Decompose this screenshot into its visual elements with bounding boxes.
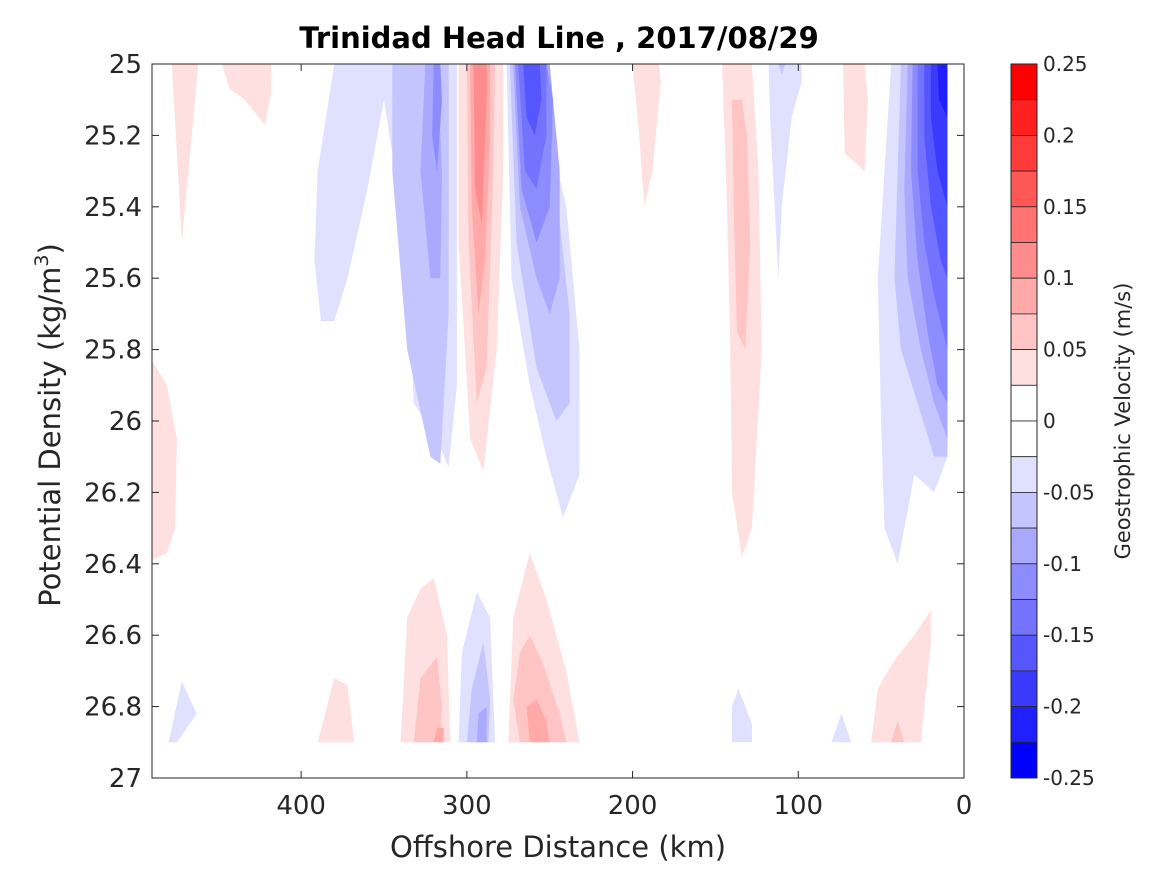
contour-region-neg-75-bottom — [831, 713, 852, 743]
colorbar-level — [1010, 384, 1038, 422]
colorbar-level — [1010, 741, 1038, 779]
contour-region-pos-130-mid — [732, 99, 751, 350]
y-tick-label: 26 — [109, 407, 142, 437]
x-tick-label: 400 — [276, 791, 326, 821]
y-tick-label: 26.6 — [84, 621, 142, 651]
y-tick-label: 25.6 — [84, 264, 142, 294]
colorbar-tick-label: 0.25 — [1043, 52, 1088, 76]
colorbar-tick-label: 0 — [1043, 409, 1056, 433]
contour-region-pos-190 — [632, 64, 661, 207]
contour-region-pos-320-mid — [413, 656, 442, 743]
colorbar-title: Geostrophic Velocity (m/s) — [1111, 283, 1135, 560]
colorbar-level — [1010, 670, 1038, 708]
x-tick-label: 100 — [773, 791, 823, 821]
colorbar-level — [1010, 277, 1038, 315]
contour-region-neg-right-core — [937, 64, 948, 118]
colorbar-level — [1010, 634, 1038, 672]
x-tick-label: 300 — [442, 791, 492, 821]
contour-region-pos-470-spike — [171, 64, 199, 243]
y-tick-label: 25.2 — [84, 121, 142, 151]
colorbar-level — [1010, 563, 1038, 600]
colorbar-level — [1010, 170, 1038, 208]
colorbar-level — [1010, 491, 1038, 529]
y-axis-title-superscript: 3 — [31, 254, 53, 266]
colorbar-tick-label: 0.15 — [1043, 195, 1088, 219]
contour-region-neg-110-dot — [778, 64, 785, 75]
contour-region-neg-110 — [768, 64, 802, 279]
x-tick-label: 200 — [608, 791, 658, 821]
colorbar-tick-label: -0.15 — [1043, 623, 1095, 647]
y-tick-label: 25 — [109, 50, 142, 80]
colorbar-level — [1010, 242, 1038, 279]
x-axis: 400 300 200 100 0 — [276, 64, 972, 821]
colorbar-level — [1010, 63, 1038, 101]
colorbar-tick-label: -0.25 — [1043, 766, 1095, 790]
contour-region-pos-40-bottom-core — [891, 720, 905, 743]
contour-region-pos-left-edge — [152, 360, 177, 561]
colorbar-tick-label: 0.2 — [1043, 123, 1075, 147]
colorbar: -0.25 -0.2 -0.15 -0.1 -0.05 0 0.05 0.1 0.15 0.2 0.… — [1010, 52, 1095, 790]
contour-region-pos-430 — [221, 64, 272, 125]
contour-regions — [152, 64, 948, 743]
colorbar-tick-label: 0.05 — [1043, 338, 1088, 362]
colorbar-level — [1010, 206, 1038, 243]
colorbar-tick-label: -0.1 — [1043, 552, 1082, 576]
colorbar-tick-label: -0.05 — [1043, 480, 1095, 504]
colorbar-tick-label: 0.1 — [1043, 266, 1075, 290]
contour-region-pos-255-bottom-mid — [513, 635, 567, 743]
colorbar-frame — [1010, 63, 1038, 779]
y-tick-label: 25.8 — [84, 336, 142, 366]
contour-region-neg-470-bottom — [168, 681, 197, 743]
contour-region-neg-290-bottom-core — [476, 706, 487, 743]
y-axis-title-main: Potential Density (kg/m — [33, 267, 67, 607]
y-axis-title: Potential Density (kg/m3) — [31, 243, 67, 607]
y-axis: 25 25.2 25.4 25.6 25.8 26 26.2 26.4 26.6 26.8 27 — [84, 50, 964, 794]
colorbar-level — [1010, 134, 1038, 172]
colorbar-level — [1010, 420, 1038, 458]
contour-region-pos-320-core — [433, 728, 444, 743]
colorbar-tick-label: -0.2 — [1043, 695, 1082, 719]
colorbar-level — [1010, 313, 1038, 350]
y-tick-label: 26.4 — [84, 550, 142, 580]
y-tick-label: 27 — [109, 764, 142, 794]
colorbar-level — [1010, 599, 1038, 636]
colorbar-level — [1010, 99, 1038, 136]
y-tick-label: 25.4 — [84, 193, 142, 223]
x-tick-label: 0 — [956, 791, 973, 821]
colorbar-level — [1010, 349, 1038, 386]
contour-region-pos-255-bottom-core — [526, 699, 550, 743]
contour-region-pos-40-bottom-outer — [871, 610, 931, 743]
contour-region-neg-140-bottom — [732, 688, 752, 743]
y-axis-title-suffix: ) — [33, 243, 67, 254]
colorbar-level — [1010, 527, 1038, 565]
y-tick-label: 26.8 — [84, 693, 142, 723]
x-axis-title: Offshore Distance (km) — [390, 830, 726, 864]
colorbar-level — [1010, 706, 1038, 743]
contour-region-neg-255-core — [523, 64, 542, 136]
chart-title: Trinidad Head Line , 2017/08/29 — [299, 21, 819, 55]
contour-region-neg-340-core — [432, 64, 442, 172]
contour-region-pos-65 — [843, 64, 868, 172]
contour-region-pos-380-bottom — [317, 678, 355, 743]
contour-region-pos-290-core — [473, 64, 487, 225]
colorbar-level — [1010, 456, 1038, 493]
y-tick-label: 26.2 — [84, 478, 142, 508]
